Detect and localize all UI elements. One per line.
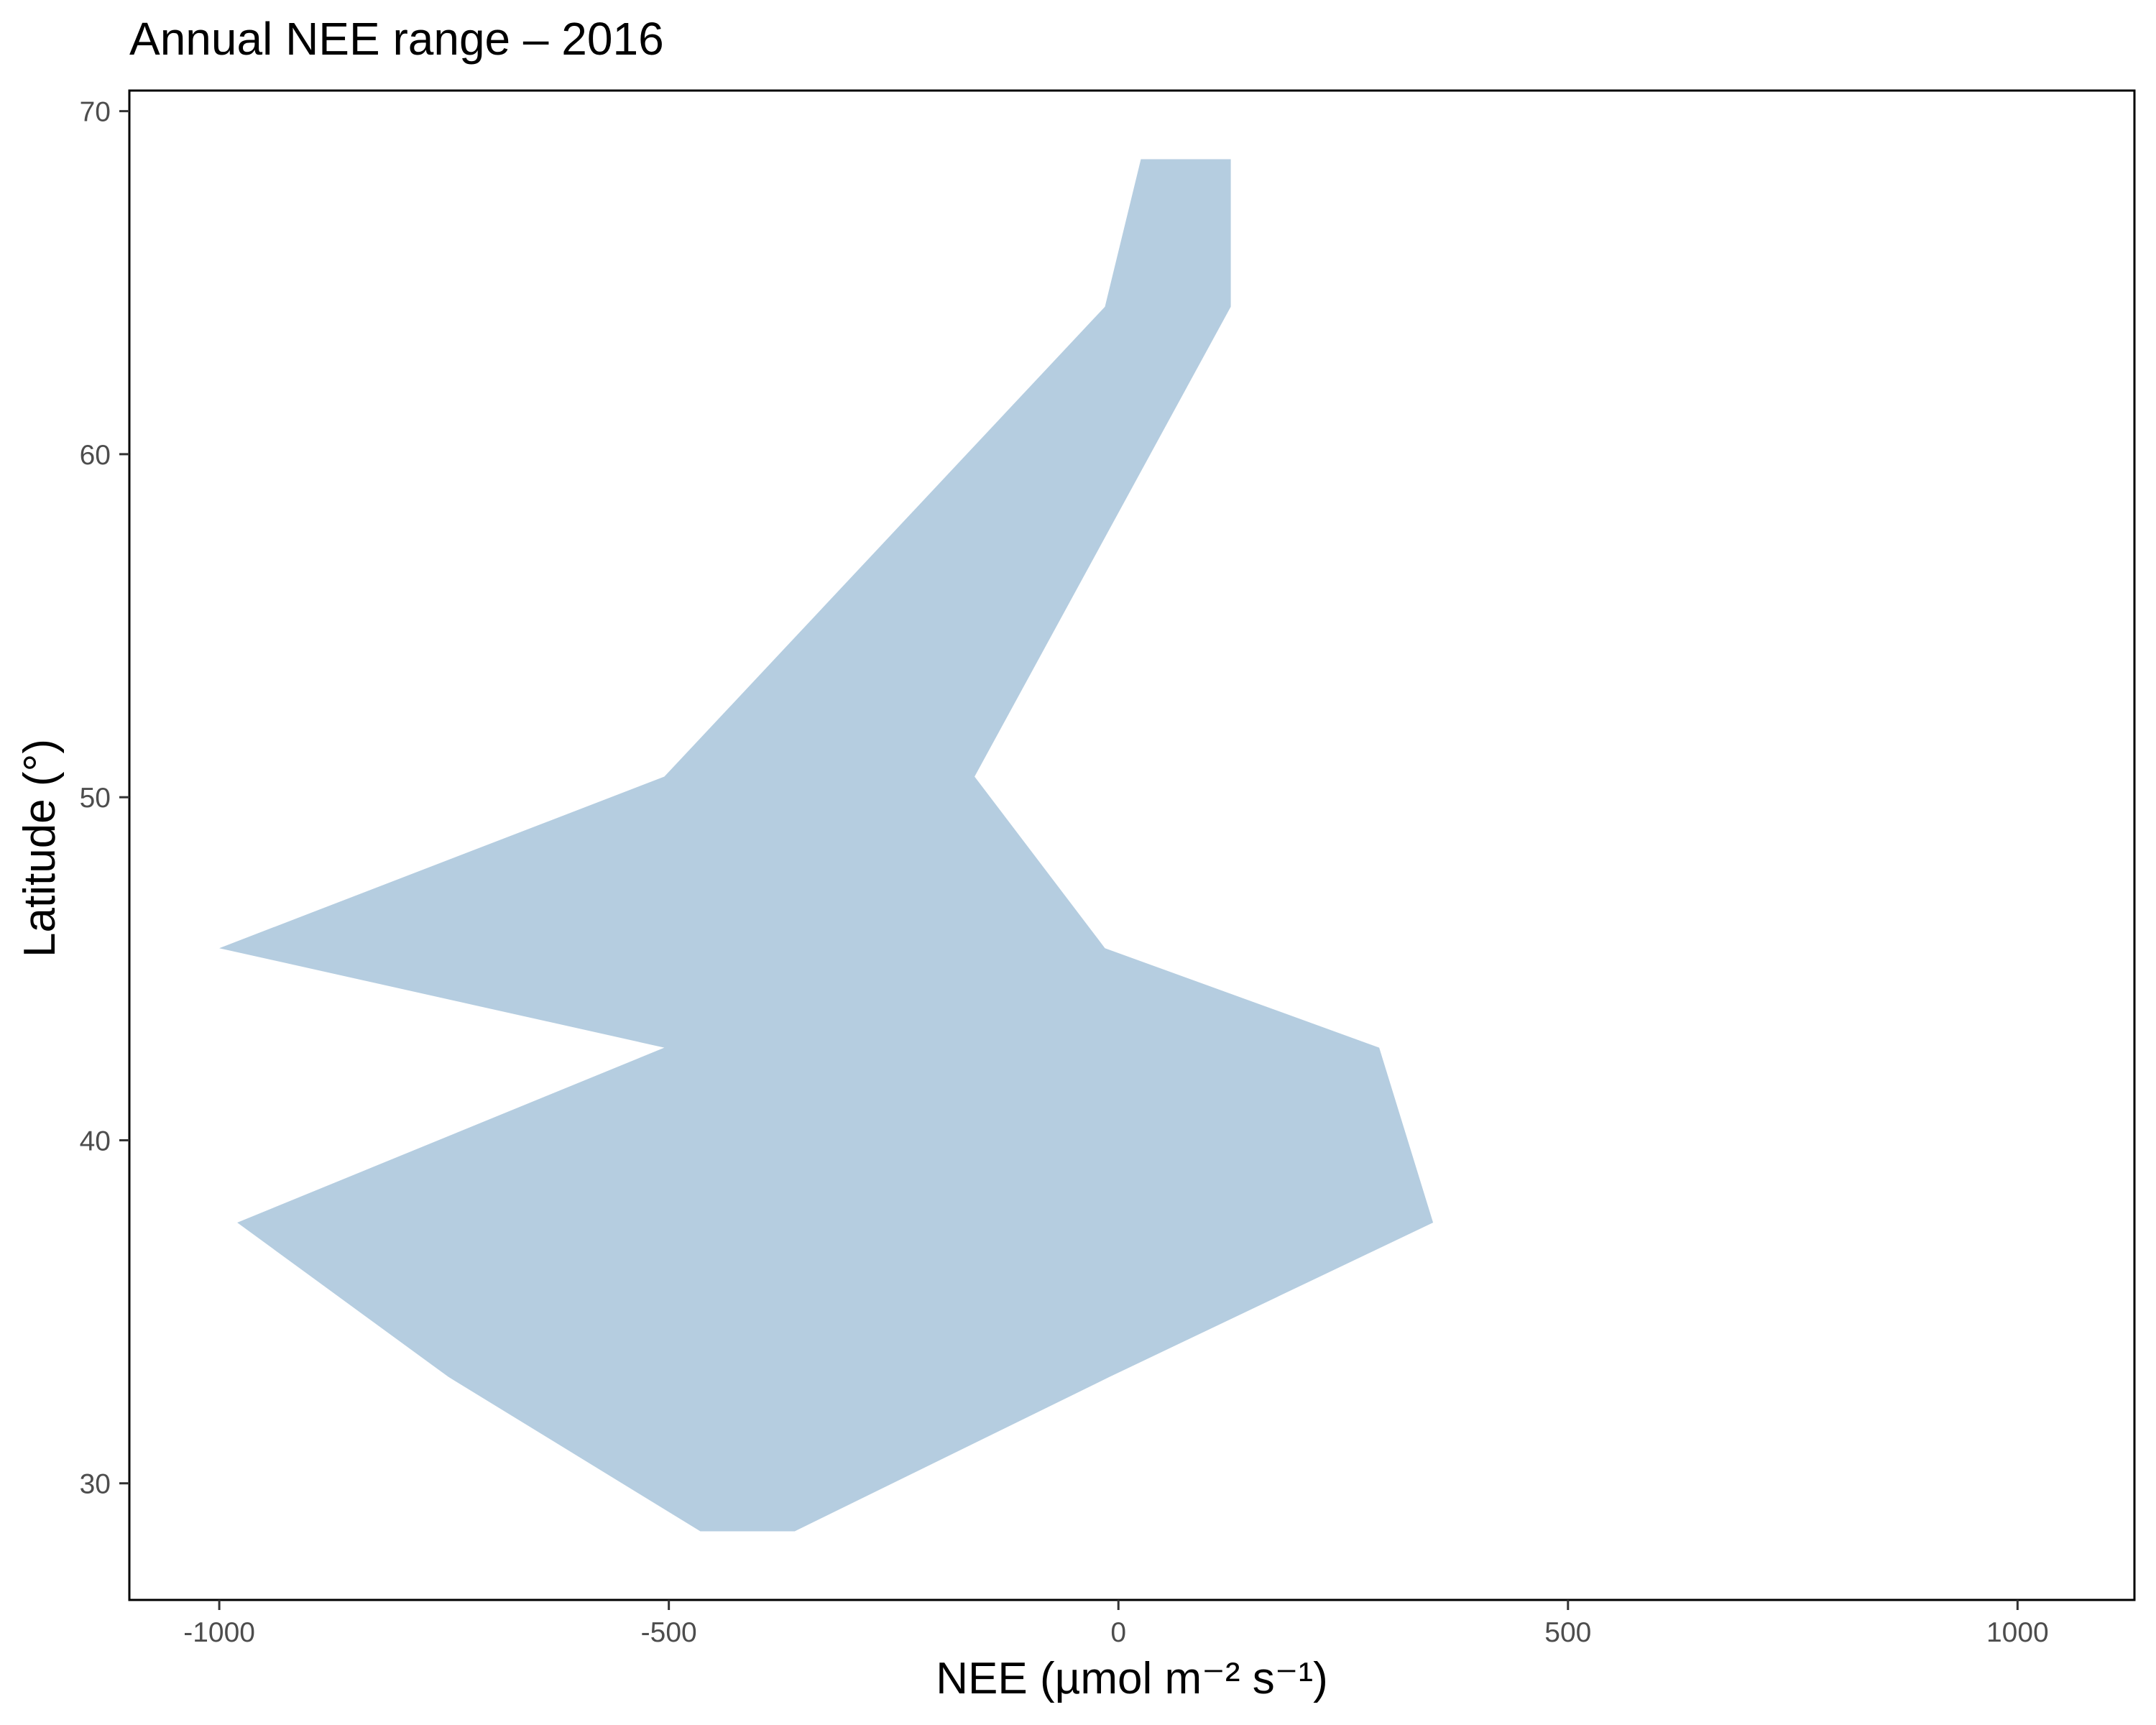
plot-panel-border bbox=[128, 89, 2136, 1601]
y-tick-label: 60 bbox=[80, 440, 111, 471]
y-axis-label: Latitude (°) bbox=[15, 739, 65, 957]
x-tick-label: 1000 bbox=[1986, 1617, 2049, 1648]
y-tick-label: 30 bbox=[80, 1469, 111, 1500]
x-tick-label: -500 bbox=[641, 1617, 697, 1648]
nee-range-area bbox=[219, 159, 1434, 1532]
chart-title: Annual NEE range – 2016 bbox=[129, 13, 664, 65]
x-axis-label: NEE (µmol m⁻² s⁻¹) bbox=[936, 1654, 1327, 1703]
y-axis: 30 40 50 60 70 bbox=[80, 97, 129, 1500]
y-tick-label: 70 bbox=[80, 97, 111, 128]
x-tick-label: 500 bbox=[1544, 1617, 1591, 1648]
x-tick-label: -1000 bbox=[183, 1617, 255, 1648]
y-tick-label: 50 bbox=[80, 783, 111, 814]
plot-area bbox=[219, 159, 1434, 1532]
y-tick-label: 40 bbox=[80, 1126, 111, 1156]
x-tick-label: 0 bbox=[1110, 1617, 1126, 1648]
x-axis: -1000 -500 0 500 1000 bbox=[183, 1600, 2049, 1648]
